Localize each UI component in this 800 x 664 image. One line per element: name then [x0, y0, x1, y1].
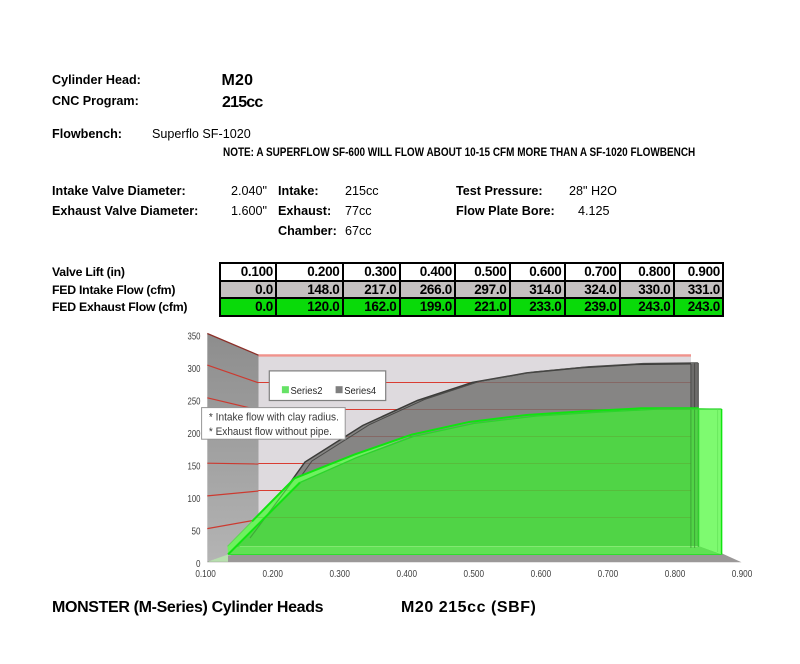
svg-text:0.700: 0.700 — [598, 568, 619, 580]
svg-text:* Intake flow with clay radius: * Intake flow with clay radius. — [209, 412, 339, 424]
svg-text:0.400: 0.400 — [397, 568, 418, 580]
svg-text:0.900: 0.900 — [732, 568, 753, 580]
svg-text:200: 200 — [188, 428, 201, 440]
svg-text:0.800: 0.800 — [665, 568, 686, 580]
svg-text:300: 300 — [188, 363, 201, 375]
svg-text:0.600: 0.600 — [531, 568, 552, 580]
svg-text:0: 0 — [196, 558, 201, 570]
svg-text:* Exhaust flow without pipe.: * Exhaust flow without pipe. — [209, 426, 332, 438]
svg-text:50: 50 — [192, 525, 201, 537]
svg-text:0.200: 0.200 — [262, 568, 283, 580]
svg-text:0.100: 0.100 — [195, 568, 216, 580]
svg-text:Series2: Series2 — [291, 385, 323, 397]
svg-text:250: 250 — [188, 395, 201, 407]
svg-text:0.500: 0.500 — [464, 568, 485, 580]
svg-text:Series4: Series4 — [344, 385, 376, 397]
svg-text:150: 150 — [188, 460, 201, 472]
svg-text:350: 350 — [188, 330, 201, 342]
svg-text:100: 100 — [188, 493, 201, 505]
svg-text:0.300: 0.300 — [329, 568, 350, 580]
